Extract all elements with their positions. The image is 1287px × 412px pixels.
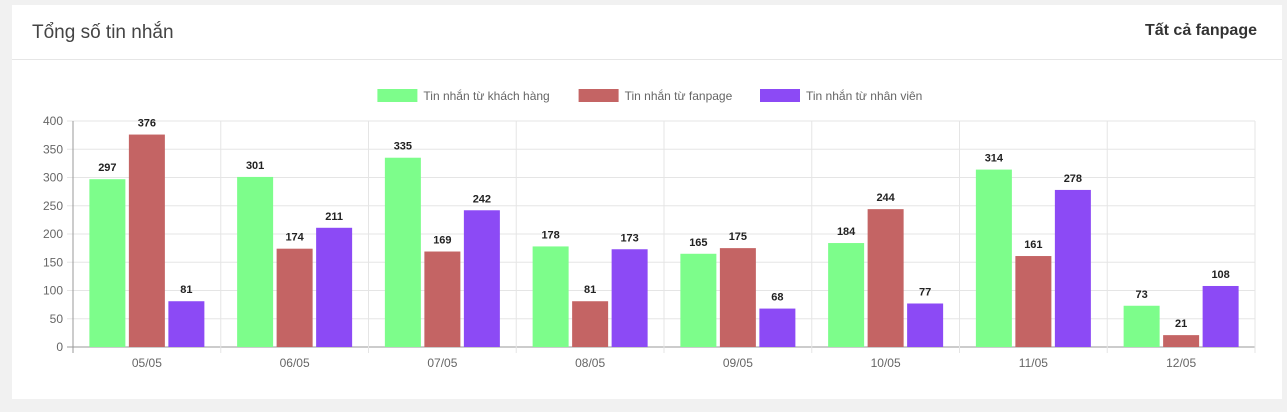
y-tick-label: 350	[43, 142, 63, 156]
data-label: 161	[1024, 239, 1042, 251]
data-label: 173	[620, 232, 638, 244]
x-tick-label: 12/05	[1166, 356, 1196, 370]
data-label: 301	[246, 160, 264, 172]
bar	[168, 301, 205, 347]
x-tick-label: 08/05	[575, 356, 605, 370]
bar	[89, 179, 126, 347]
data-label: 81	[584, 284, 596, 296]
data-label: 165	[689, 237, 707, 249]
legend-swatch	[578, 89, 619, 102]
data-label: 77	[919, 286, 931, 298]
data-label: 73	[1136, 289, 1148, 301]
data-label: 175	[729, 231, 747, 243]
fanpage-filter-link[interactable]: Tất cả fanpage	[1144, 22, 1257, 39]
x-tick-label: 06/05	[280, 356, 310, 370]
bar	[680, 253, 717, 347]
data-label: 335	[394, 141, 412, 153]
bar	[907, 303, 944, 347]
bar	[572, 301, 609, 347]
bar	[424, 251, 461, 347]
y-tick-label: 50	[50, 312, 64, 326]
legend-label[interactable]: Tin nhắn từ nhân viên	[806, 88, 922, 103]
card-header: Tổng số tin nhắn Tất cả fanpage	[12, 5, 1282, 60]
x-tick-label: 05/05	[132, 356, 162, 370]
bar	[1123, 305, 1160, 347]
bar	[237, 176, 274, 347]
data-label: 211	[325, 211, 343, 223]
y-tick-label: 100	[43, 284, 63, 298]
data-label: 178	[541, 229, 559, 241]
legend-label[interactable]: Tin nhắn từ khách hàng	[423, 88, 549, 103]
bar	[1163, 335, 1200, 347]
data-label: 242	[473, 193, 491, 205]
bar	[975, 169, 1012, 347]
bar	[463, 210, 500, 347]
bar	[1202, 285, 1239, 347]
x-tick-label: 10/05	[871, 356, 901, 370]
data-label: 314	[985, 153, 1004, 165]
bar	[611, 249, 648, 347]
x-tick-label: 11/05	[1019, 356, 1048, 370]
bar	[759, 308, 796, 347]
data-label: 21	[1175, 318, 1187, 330]
data-label: 169	[433, 235, 451, 247]
data-label: 184	[837, 226, 856, 238]
y-tick-label: 400	[43, 114, 63, 128]
legend-swatch	[760, 89, 800, 102]
y-tick-label: 150	[43, 255, 63, 269]
data-label: 174	[285, 232, 304, 244]
bar	[532, 246, 569, 347]
bar	[867, 209, 904, 347]
data-label: 297	[98, 162, 116, 174]
bar	[1015, 256, 1052, 347]
x-tick-label: 09/05	[723, 356, 753, 370]
bar	[719, 248, 756, 347]
data-label: 108	[1211, 269, 1229, 281]
data-label: 68	[771, 292, 783, 304]
data-label: 278	[1064, 173, 1082, 185]
data-label: 376	[138, 118, 156, 130]
page-title: Tổng số tin nhắn	[32, 22, 174, 43]
data-label: 244	[876, 192, 895, 204]
bar	[128, 134, 165, 347]
y-tick-label: 300	[43, 171, 63, 185]
bar	[1054, 189, 1091, 347]
y-tick-label: 200	[43, 227, 63, 241]
bar	[316, 227, 353, 347]
data-label: 81	[180, 284, 192, 296]
y-tick-label: 0	[56, 340, 63, 354]
x-tick-label: 07/05	[427, 356, 457, 370]
bar	[828, 243, 865, 347]
legend-label[interactable]: Tin nhắn từ fanpage	[625, 88, 733, 103]
bar	[276, 248, 313, 347]
legend-swatch	[377, 89, 418, 102]
y-tick-label: 250	[43, 199, 63, 213]
bar	[384, 157, 421, 347]
